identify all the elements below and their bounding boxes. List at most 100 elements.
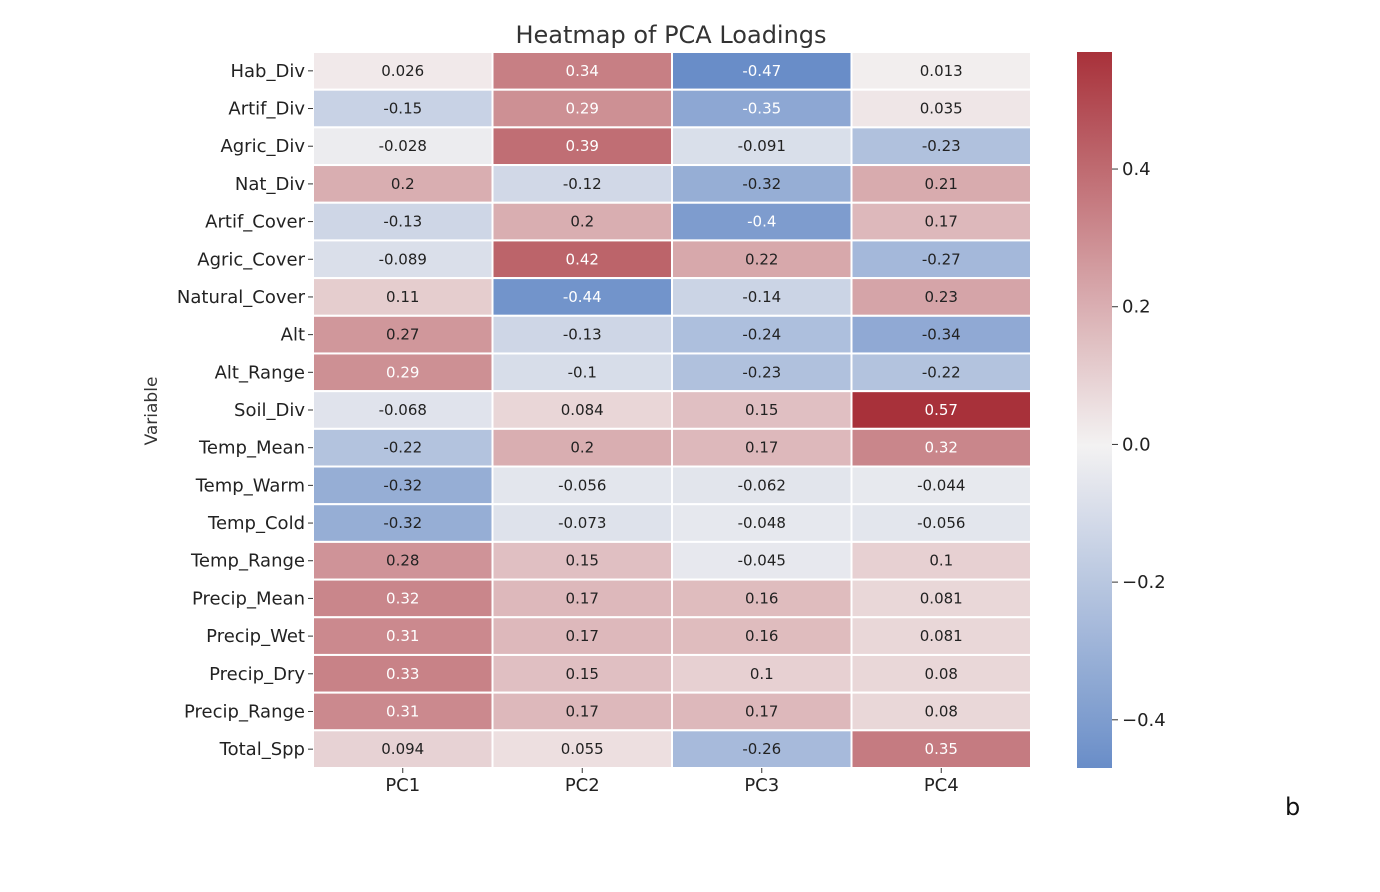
heatmap-cell <box>671 653 853 694</box>
row-label: Soil_Div <box>234 400 305 421</box>
heatmap-cell <box>491 427 673 468</box>
cell-value-label: 0.21 <box>925 175 958 193</box>
cell-value-label: 0.17 <box>566 589 599 607</box>
chart-title: Heatmap of PCA Loadings <box>515 21 826 49</box>
cell-value-label: -0.044 <box>917 476 965 494</box>
cell-value-label: 0.2 <box>391 175 415 193</box>
heatmap-cell <box>850 653 1032 694</box>
heatmap-cell <box>491 503 673 543</box>
cell-value-label: 0.2 <box>570 439 594 457</box>
cell-value-label: 0.08 <box>925 665 958 683</box>
heatmap-cell <box>491 540 673 581</box>
heatmap-cell <box>312 314 494 355</box>
cell-value-label: -0.35 <box>742 100 781 118</box>
cell-value-label: 0.29 <box>386 363 419 381</box>
colorbar-tick-label: 0.4 <box>1122 159 1151 180</box>
row-label: Temp_Mean <box>198 438 305 459</box>
row-label: Alt <box>281 325 305 346</box>
row-label: Precip_Range <box>184 701 305 722</box>
cell-value-label: 0.16 <box>745 589 778 607</box>
row-label: Hab_Div <box>230 61 305 82</box>
cell-value-label: 0.42 <box>566 250 599 268</box>
cell-value-label: 0.28 <box>386 552 419 570</box>
heatmap-cell <box>491 653 673 694</box>
y-axis-label: Variable <box>142 377 162 446</box>
row-label: Temp_Range <box>190 551 305 572</box>
cell-value-label: -0.32 <box>383 514 422 532</box>
cell-value-label: 0.081 <box>920 589 963 607</box>
column-label: PC3 <box>744 775 779 796</box>
cell-value-label: 0.084 <box>561 401 604 419</box>
heatmap-cell <box>671 314 853 355</box>
row-label: Agric_Cover <box>197 249 305 270</box>
cell-value-label: -0.27 <box>922 250 961 268</box>
heatmap-cell <box>671 201 853 242</box>
cell-value-label: 0.081 <box>920 627 963 645</box>
cell-value-label: -0.028 <box>379 137 427 155</box>
cell-value-label: 0.1 <box>750 665 774 683</box>
cell-value-label: 0.31 <box>386 702 419 720</box>
cell-value-label: 0.08 <box>925 702 958 720</box>
cell-value-label: 0.15 <box>566 665 599 683</box>
cell-value-label: -0.15 <box>383 100 422 118</box>
row-label: Precip_Wet <box>206 626 305 647</box>
heatmap-cell <box>491 88 673 129</box>
heatmap-cell <box>850 201 1032 242</box>
colorbar <box>1077 52 1112 768</box>
cell-value-label: 0.29 <box>566 100 599 118</box>
cell-value-label: 0.094 <box>381 740 424 758</box>
cell-value-label: -0.13 <box>383 213 422 231</box>
heatmap-cell <box>850 616 1032 656</box>
cell-value-label: 0.27 <box>386 326 419 344</box>
cell-value-label: 0.17 <box>925 213 958 231</box>
heatmap-cell <box>671 540 853 581</box>
heatmap-cell <box>850 540 1032 581</box>
colorbar-ticks: 0.4 0.2 0.0 −0.2 −0.4 <box>1112 159 1166 731</box>
cell-value-label: 0.34 <box>566 62 599 80</box>
cell-value-label: 0.11 <box>386 288 419 306</box>
cell-value-label: -0.062 <box>738 476 786 494</box>
colorbar-tick-label: −0.4 <box>1122 710 1166 731</box>
cell-value-label: 0.2 <box>570 213 594 231</box>
cell-value-label: 0.1 <box>929 552 953 570</box>
row-label: Natural_Cover <box>177 287 306 308</box>
row-labels: Hab_Div Artif_Div Agric_Div Nat_Div Artif_Co… <box>177 61 313 760</box>
heatmap-cell <box>850 729 1032 770</box>
row-label: Temp_Warm <box>195 475 305 496</box>
heatmap-cell <box>671 239 853 280</box>
column-label: PC1 <box>385 775 420 796</box>
cell-value-label: -0.056 <box>558 476 606 494</box>
cell-value-label: 0.32 <box>925 439 958 457</box>
row-label: Total_Spp <box>219 739 305 760</box>
cell-value-label: 0.013 <box>920 62 963 80</box>
column-label: PC4 <box>924 775 959 796</box>
colorbar-tick-label: −0.2 <box>1122 572 1166 593</box>
cell-value-label: -0.056 <box>917 514 965 532</box>
colorbar-tick-label: 0.0 <box>1122 434 1151 455</box>
heatmap-cell <box>491 239 673 280</box>
heatmap-cell <box>671 465 853 506</box>
cell-value-label: -0.091 <box>738 137 786 155</box>
heatmap-cell <box>312 616 494 656</box>
cell-value-label: -0.045 <box>738 552 786 570</box>
heatmap-cell <box>491 126 673 167</box>
cell-value-label: -0.23 <box>922 137 961 155</box>
row-label: Artif_Div <box>228 99 305 120</box>
cell-value-label: 0.026 <box>381 62 424 80</box>
heatmap-cell <box>850 352 1032 393</box>
cell-value-label: 0.055 <box>561 740 604 758</box>
cell-value-label: 0.23 <box>925 288 958 306</box>
cell-value-label: 0.035 <box>920 100 963 118</box>
cell-value-label: -0.34 <box>922 326 961 344</box>
heatmap-cell <box>850 51 1032 91</box>
heatmap-cells: 0.026 0.34 -0.47 0.013 -0.15 0.29 -0.35 0.035 -0… <box>312 51 1032 770</box>
panel-label: b <box>1285 793 1301 821</box>
cell-value-label: -0.14 <box>742 288 781 306</box>
cell-value-label: -0.12 <box>563 175 602 193</box>
column-labels: PC1 PC2 PC3 PC4 <box>385 768 959 796</box>
cell-value-label: 0.33 <box>386 665 419 683</box>
cell-value-label: 0.32 <box>386 589 419 607</box>
heatmap-cell <box>671 277 853 317</box>
cell-value-label: -0.47 <box>742 62 781 80</box>
heatmap-cell <box>850 691 1032 732</box>
